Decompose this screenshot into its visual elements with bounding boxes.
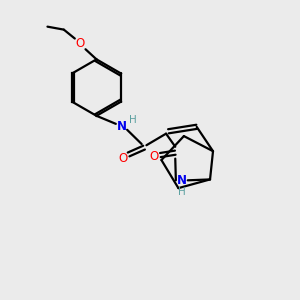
Text: O: O (118, 152, 127, 165)
Text: O: O (76, 38, 85, 50)
Text: N: N (177, 174, 187, 188)
Text: O: O (149, 150, 158, 163)
Text: H: H (178, 187, 186, 197)
Text: N: N (117, 120, 127, 133)
Text: H: H (129, 115, 137, 125)
